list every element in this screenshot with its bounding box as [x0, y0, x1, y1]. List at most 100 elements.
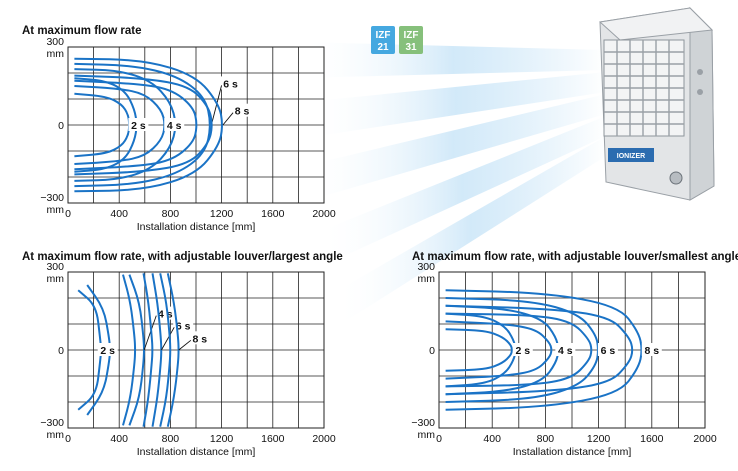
x-axis-label: Installation distance [mm] [137, 446, 256, 458]
y-tick-label: 300 [46, 261, 64, 273]
chart-title: At maximum flow rate [22, 25, 142, 37]
y-tick-label: −300 [40, 192, 64, 204]
series-label-bg [128, 118, 149, 131]
series-label-bg [220, 76, 241, 90]
series-4s-inner-curve [74, 85, 166, 165]
y-tick-label: 300 [46, 36, 64, 48]
series-label-bg [597, 343, 618, 356]
y-tick-label: −300 [40, 417, 64, 429]
x-tick-label: 800 [162, 208, 180, 220]
series-6s-inner-curve [142, 273, 154, 427]
x-tick-label: 1600 [261, 208, 285, 220]
series-4s-outer-curve [74, 68, 177, 182]
badge-izf31-line1: IZF [404, 30, 419, 41]
series-label-2s: 2 s [515, 345, 530, 357]
series-4s-outer-curve [128, 274, 145, 426]
louver-grille [604, 40, 684, 136]
y-tick-unit: mm [418, 429, 436, 441]
chart-louver-smallest-angle: At maximum flow rate, with adjustable lo… [411, 251, 738, 458]
series-label-leader [161, 327, 175, 351]
airflow-ray [335, 136, 606, 328]
series-label-leader [178, 339, 192, 351]
badge-izf21-line1: IZF [376, 30, 391, 41]
x-tick-label: 800 [162, 433, 180, 445]
chart-title: At maximum flow rate, with adjustable lo… [22, 251, 343, 263]
series-label-leader [210, 85, 222, 126]
series-6s-outer-curve [151, 273, 163, 427]
ionizer-device-image: IONIZER [598, 6, 715, 201]
y-tick-unit: mm [47, 48, 65, 60]
x-tick-label: 400 [110, 433, 128, 445]
series-label-leader [143, 315, 157, 351]
series-label-bg [189, 331, 210, 345]
y-tick-label: 0 [58, 345, 64, 357]
series-4s-inner-curve [122, 274, 137, 426]
series-label-bg [641, 343, 662, 356]
series-label-bg [232, 103, 253, 117]
series-2s-outer-curve [74, 77, 138, 173]
series-6s-inner-curve [74, 79, 198, 171]
x-tick-label: 2000 [693, 433, 717, 445]
series-8s-inner-curve [74, 74, 213, 176]
series-label-bg [97, 343, 118, 356]
x-tick-label: 2000 [312, 433, 336, 445]
badge-izf21-line2: 21 [377, 42, 389, 53]
airflow-ray [300, 94, 606, 203]
series-label-bg [164, 118, 185, 131]
x-tick-label: 1200 [210, 433, 234, 445]
series-label-leader [222, 112, 234, 126]
series-8s-outer-curve [166, 273, 180, 427]
series-label-6s: 6 s [601, 345, 616, 357]
x-tick-label: 0 [65, 208, 71, 220]
x-tick-label: 400 [110, 208, 128, 220]
series-label-bg [512, 343, 533, 356]
series-4s-inner-curve [445, 320, 553, 380]
series-label-2s: 2 s [131, 120, 146, 132]
airflow-rays [300, 42, 606, 328]
series-label-8s: 8 s [235, 106, 250, 118]
control-knob [669, 171, 683, 185]
series-8s-outer-curve [445, 289, 643, 411]
series-label-8s: 8 s [644, 345, 659, 357]
y-tick-label: 0 [58, 120, 64, 132]
x-tick-label: 1600 [640, 433, 664, 445]
series-label-8s: 8 s [193, 333, 208, 345]
chart-max-flow: At maximum flow rate 0 400 800 1200 1600 2000 3… [22, 25, 336, 233]
series-6s-outer-curve [445, 297, 599, 403]
series-8s-inner-curve [159, 273, 172, 427]
series-label-4s: 4 s [167, 120, 182, 132]
series-8s-outer-curve [74, 57, 223, 193]
chart-title: At maximum flow rate, with adjustable lo… [412, 251, 738, 263]
airflow-ray [305, 72, 606, 138]
y-tick-label: 0 [429, 345, 435, 357]
y-tick-unit: mm [47, 429, 65, 441]
x-axis-label: Installation distance [mm] [137, 221, 256, 233]
badge-izf21: IZF 21 [371, 26, 395, 54]
badge-izf31: IZF 31 [399, 26, 423, 54]
series-2s-inner-curve [445, 328, 513, 372]
x-tick-label: 2000 [312, 208, 336, 220]
series-label-bg [155, 306, 176, 320]
series-label-6s: 6 s [176, 320, 191, 332]
badge-izf31-line2: 31 [405, 42, 417, 53]
series-label-4s: 4 s [558, 345, 573, 357]
series-6s-inner-curve [445, 312, 593, 388]
ionizer-brand-label: IONIZER [617, 153, 645, 160]
x-tick-label: 400 [483, 433, 501, 445]
airflow-ray [300, 42, 606, 78]
y-tick-unit: mm [47, 204, 65, 216]
y-tick-unit: mm [418, 273, 436, 285]
chart-louver-largest-angle: At maximum flow rate, with adjustable lo… [22, 251, 343, 458]
series-label-bg [173, 318, 194, 332]
series-8s-inner-curve [445, 304, 634, 396]
x-tick-label: 0 [436, 433, 442, 445]
series-label-2s: 2 s [100, 345, 115, 357]
series-label-6s: 6 s [223, 78, 238, 90]
y-tick-label: −300 [411, 417, 435, 429]
x-axis-label: Installation distance [mm] [513, 446, 632, 458]
x-tick-label: 1200 [210, 208, 234, 220]
series-label-bg [555, 343, 576, 356]
x-tick-label: 800 [537, 433, 555, 445]
y-tick-label: 300 [417, 261, 435, 273]
